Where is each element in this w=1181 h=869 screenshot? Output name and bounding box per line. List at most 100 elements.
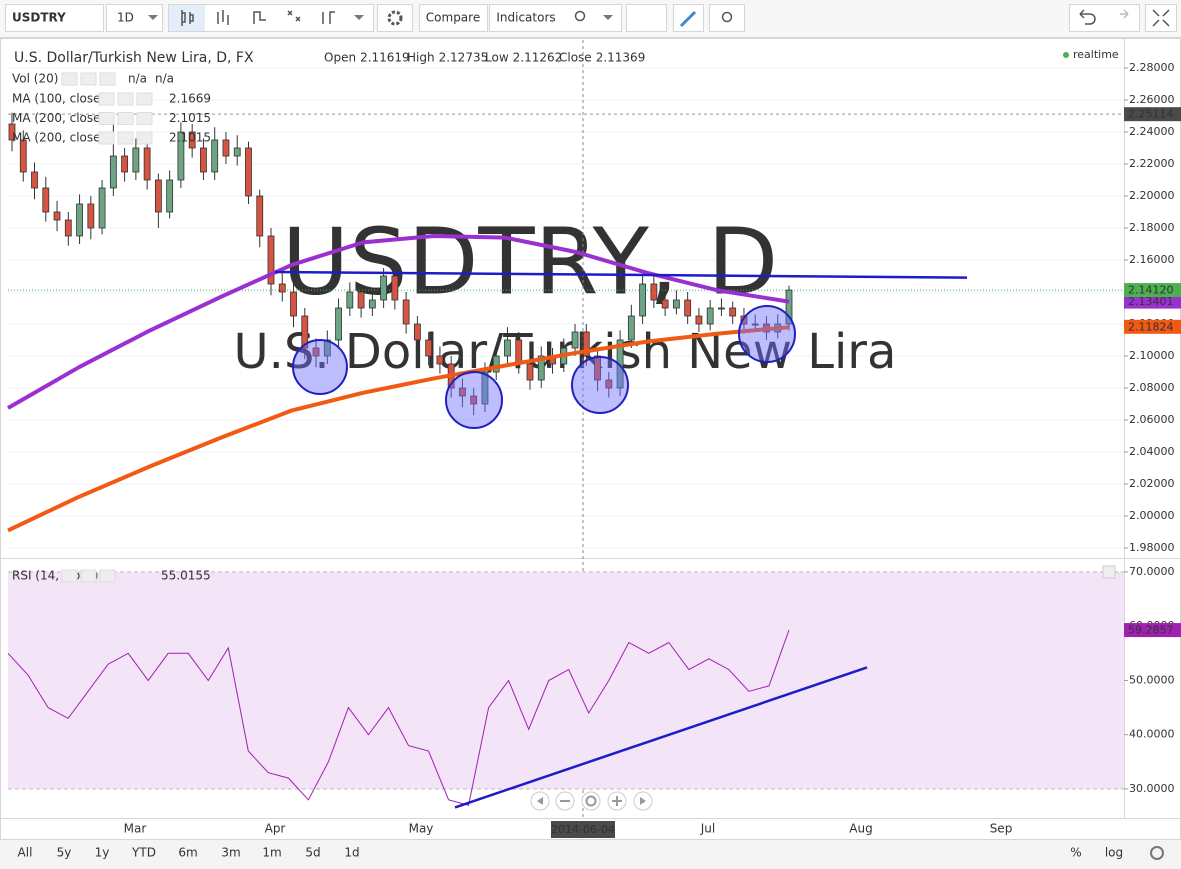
button-label: Compare	[426, 11, 480, 25]
highlight-circle	[292, 339, 348, 395]
rsi-line	[7, 629, 790, 806]
high-marker-label: 2.25114	[1128, 108, 1174, 121]
x-tick-label: Jul	[700, 822, 715, 836]
candle-body	[684, 299, 692, 317]
candle-body	[154, 179, 162, 213]
moving-average	[7, 325, 790, 533]
candle-body	[436, 355, 444, 365]
bulb-icon	[721, 11, 733, 23]
candle-body	[740, 315, 748, 325]
settings-button[interactable]	[1150, 846, 1164, 860]
y-tick-label: 2.28000	[1129, 61, 1175, 74]
redo-icon	[1120, 9, 1129, 19]
range-button[interactable]: 6m	[178, 846, 197, 860]
study-control[interactable]	[117, 112, 134, 125]
y-tick-label: 50.0000	[1129, 673, 1175, 686]
compare-button[interactable]	[419, 4, 488, 32]
x-tick-label: Sep	[990, 822, 1013, 836]
study-control[interactable]	[61, 569, 78, 583]
alert-button[interactable]	[709, 4, 745, 32]
range-button[interactable]: YTD	[131, 846, 156, 860]
ohlc-value: 2.11262	[513, 51, 563, 65]
candle-body	[729, 307, 737, 317]
y-tick-label: 2.04000	[1129, 445, 1175, 458]
candle-body	[368, 299, 376, 309]
trendline	[454, 666, 868, 809]
range-button[interactable]: 1m	[262, 846, 281, 860]
scale-option[interactable]: log	[1105, 846, 1123, 860]
candle-body	[718, 307, 725, 310]
study-control[interactable]	[136, 131, 153, 145]
range-button[interactable]: 5y	[57, 846, 72, 860]
candle-body	[8, 123, 16, 141]
y-tick-label: 2.22000	[1129, 157, 1175, 170]
range-button[interactable]: 3m	[221, 846, 240, 860]
rsi-band	[8, 571, 1124, 789]
ohlc-value: 2.11369	[596, 51, 646, 65]
candle-body	[64, 219, 72, 237]
candle-body	[301, 315, 309, 349]
study-control[interactable]	[98, 131, 115, 145]
study-control[interactable]	[98, 92, 115, 106]
scale-option[interactable]: %	[1070, 846, 1081, 860]
range-button[interactable]: 5d	[305, 846, 320, 860]
study-control[interactable]	[61, 72, 78, 86]
study-control[interactable]	[136, 112, 153, 125]
candle-body	[695, 315, 703, 325]
candle-body	[537, 355, 545, 381]
active-style	[169, 5, 205, 31]
candle-body	[222, 139, 230, 157]
study-control[interactable]	[99, 569, 116, 583]
marks-layer	[7, 112, 968, 809]
chart-title: U.S. Dollar/Turkish New Lira, D, FX	[14, 50, 254, 66]
candle-body	[166, 179, 174, 213]
undo-redo[interactable]	[1069, 4, 1140, 32]
study-control[interactable]	[117, 131, 134, 145]
candle-body	[245, 147, 252, 197]
study-value: n/a	[155, 72, 174, 86]
candle-body	[526, 363, 534, 381]
overlay-layer: U.S. Dollar/Turkish New Lira, D, FX real…	[12, 48, 1181, 860]
candle-body	[380, 275, 388, 301]
range-button[interactable]: 1y	[95, 846, 110, 860]
fullscreen-button[interactable]	[1145, 4, 1177, 32]
reset[interactable]	[581, 791, 601, 811]
candle-body	[267, 235, 275, 285]
study-control[interactable]	[98, 112, 115, 125]
candle-body	[413, 323, 421, 341]
indicators-button[interactable]	[489, 4, 622, 32]
line-icon	[253, 11, 266, 24]
pane-button[interactable]	[1102, 565, 1116, 579]
candle-body	[19, 139, 27, 173]
study-control[interactable]	[117, 92, 134, 106]
settings-button[interactable]	[377, 4, 413, 32]
ma-last-label-bg	[1124, 294, 1181, 309]
candle-body	[53, 211, 61, 221]
x-tick-label: May	[409, 822, 434, 836]
study-control[interactable]	[80, 72, 97, 86]
navigation-buttons	[530, 791, 653, 811]
range-button[interactable]: 1d	[344, 846, 359, 860]
candle-body	[481, 371, 489, 405]
y-tick-label: 2.18000	[1129, 221, 1175, 234]
study-control[interactable]	[99, 72, 116, 86]
symbol-box[interactable]	[5, 4, 104, 32]
candle-body	[785, 289, 793, 325]
candle-body	[233, 147, 241, 157]
range-button[interactable]: All	[18, 846, 33, 860]
study-control[interactable]	[80, 569, 97, 583]
template-button[interactable]	[626, 4, 667, 32]
candle-body	[627, 315, 635, 341]
y-tick-label: 2.26000	[1129, 93, 1175, 106]
range-bar	[0, 840, 1181, 869]
study-control[interactable]	[136, 92, 153, 106]
arrow-icon	[537, 797, 543, 805]
candle-body	[751, 323, 759, 326]
candle-body	[391, 275, 399, 301]
candle-body	[143, 147, 151, 181]
high-marker-label-bg	[1124, 107, 1181, 122]
highlight-circle	[571, 356, 629, 414]
y-tick-label: 2.00000	[1129, 509, 1175, 522]
dropdown-arrow	[603, 15, 613, 20]
